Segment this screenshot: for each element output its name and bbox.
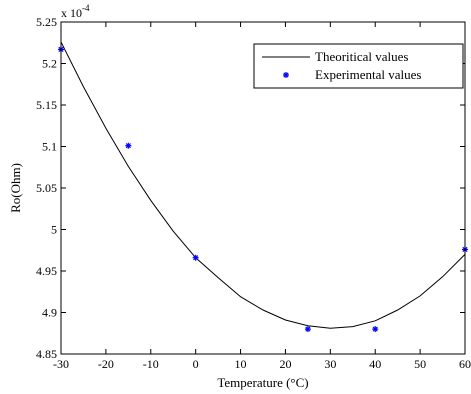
legend-entry-theoretical: Theoritical values <box>315 49 409 64</box>
y-tick-label: 5.1 <box>42 140 57 154</box>
y-tick-label: 5.05 <box>36 181 57 195</box>
x-axis-label: Temperature (°C) <box>217 375 308 390</box>
experimental-point <box>372 326 379 333</box>
experimental-points <box>58 46 468 333</box>
y-tick-label: 5 <box>51 223 57 237</box>
legend-asterisk-swatch <box>283 72 289 78</box>
x-tick-label: 50 <box>414 357 426 371</box>
legend-entry-experimental: Experimental values <box>315 67 422 82</box>
x-tick-label: 0 <box>193 357 199 371</box>
y-tick-label: 5.15 <box>36 98 57 112</box>
legend: Theoritical values Experimental values <box>253 43 464 89</box>
experimental-point <box>304 326 311 333</box>
experimental-point <box>192 254 199 261</box>
y-tick-label: 4.95 <box>36 264 57 278</box>
multiplier-base: x 10 <box>61 6 82 20</box>
x-tick-label: -10 <box>143 357 159 371</box>
x-tick-label: 10 <box>235 357 247 371</box>
multiplier-label: x 10-4 <box>61 3 90 20</box>
x-tick-label: 30 <box>324 357 336 371</box>
x-tick-label: 60 <box>459 357 471 371</box>
y-tick-label: 5.25 <box>36 15 57 29</box>
y-tick-label: 4.85 <box>36 347 57 361</box>
y-tick-label: 4.9 <box>42 306 57 320</box>
multiplier-exponent: -4 <box>82 3 90 13</box>
legend-box <box>253 43 464 89</box>
experimental-point <box>125 142 132 149</box>
x-tick-label: 20 <box>279 357 291 371</box>
x-tick-label: -30 <box>53 357 69 371</box>
y-tick-label: 5.2 <box>42 57 57 71</box>
theoretical-values-line <box>60 41 466 329</box>
y-axis-label: Ro(Ohm) <box>8 163 23 213</box>
tick-labels: -30 -20 -10 0 10 20 30 40 50 60 4.85 4.9 4.95 5 5.05 5.… <box>36 15 471 371</box>
x-tick-label: -20 <box>98 357 114 371</box>
x-tick-label: 40 <box>369 357 381 371</box>
legend-asterisk <box>283 72 289 78</box>
plot-frame <box>60 21 466 355</box>
